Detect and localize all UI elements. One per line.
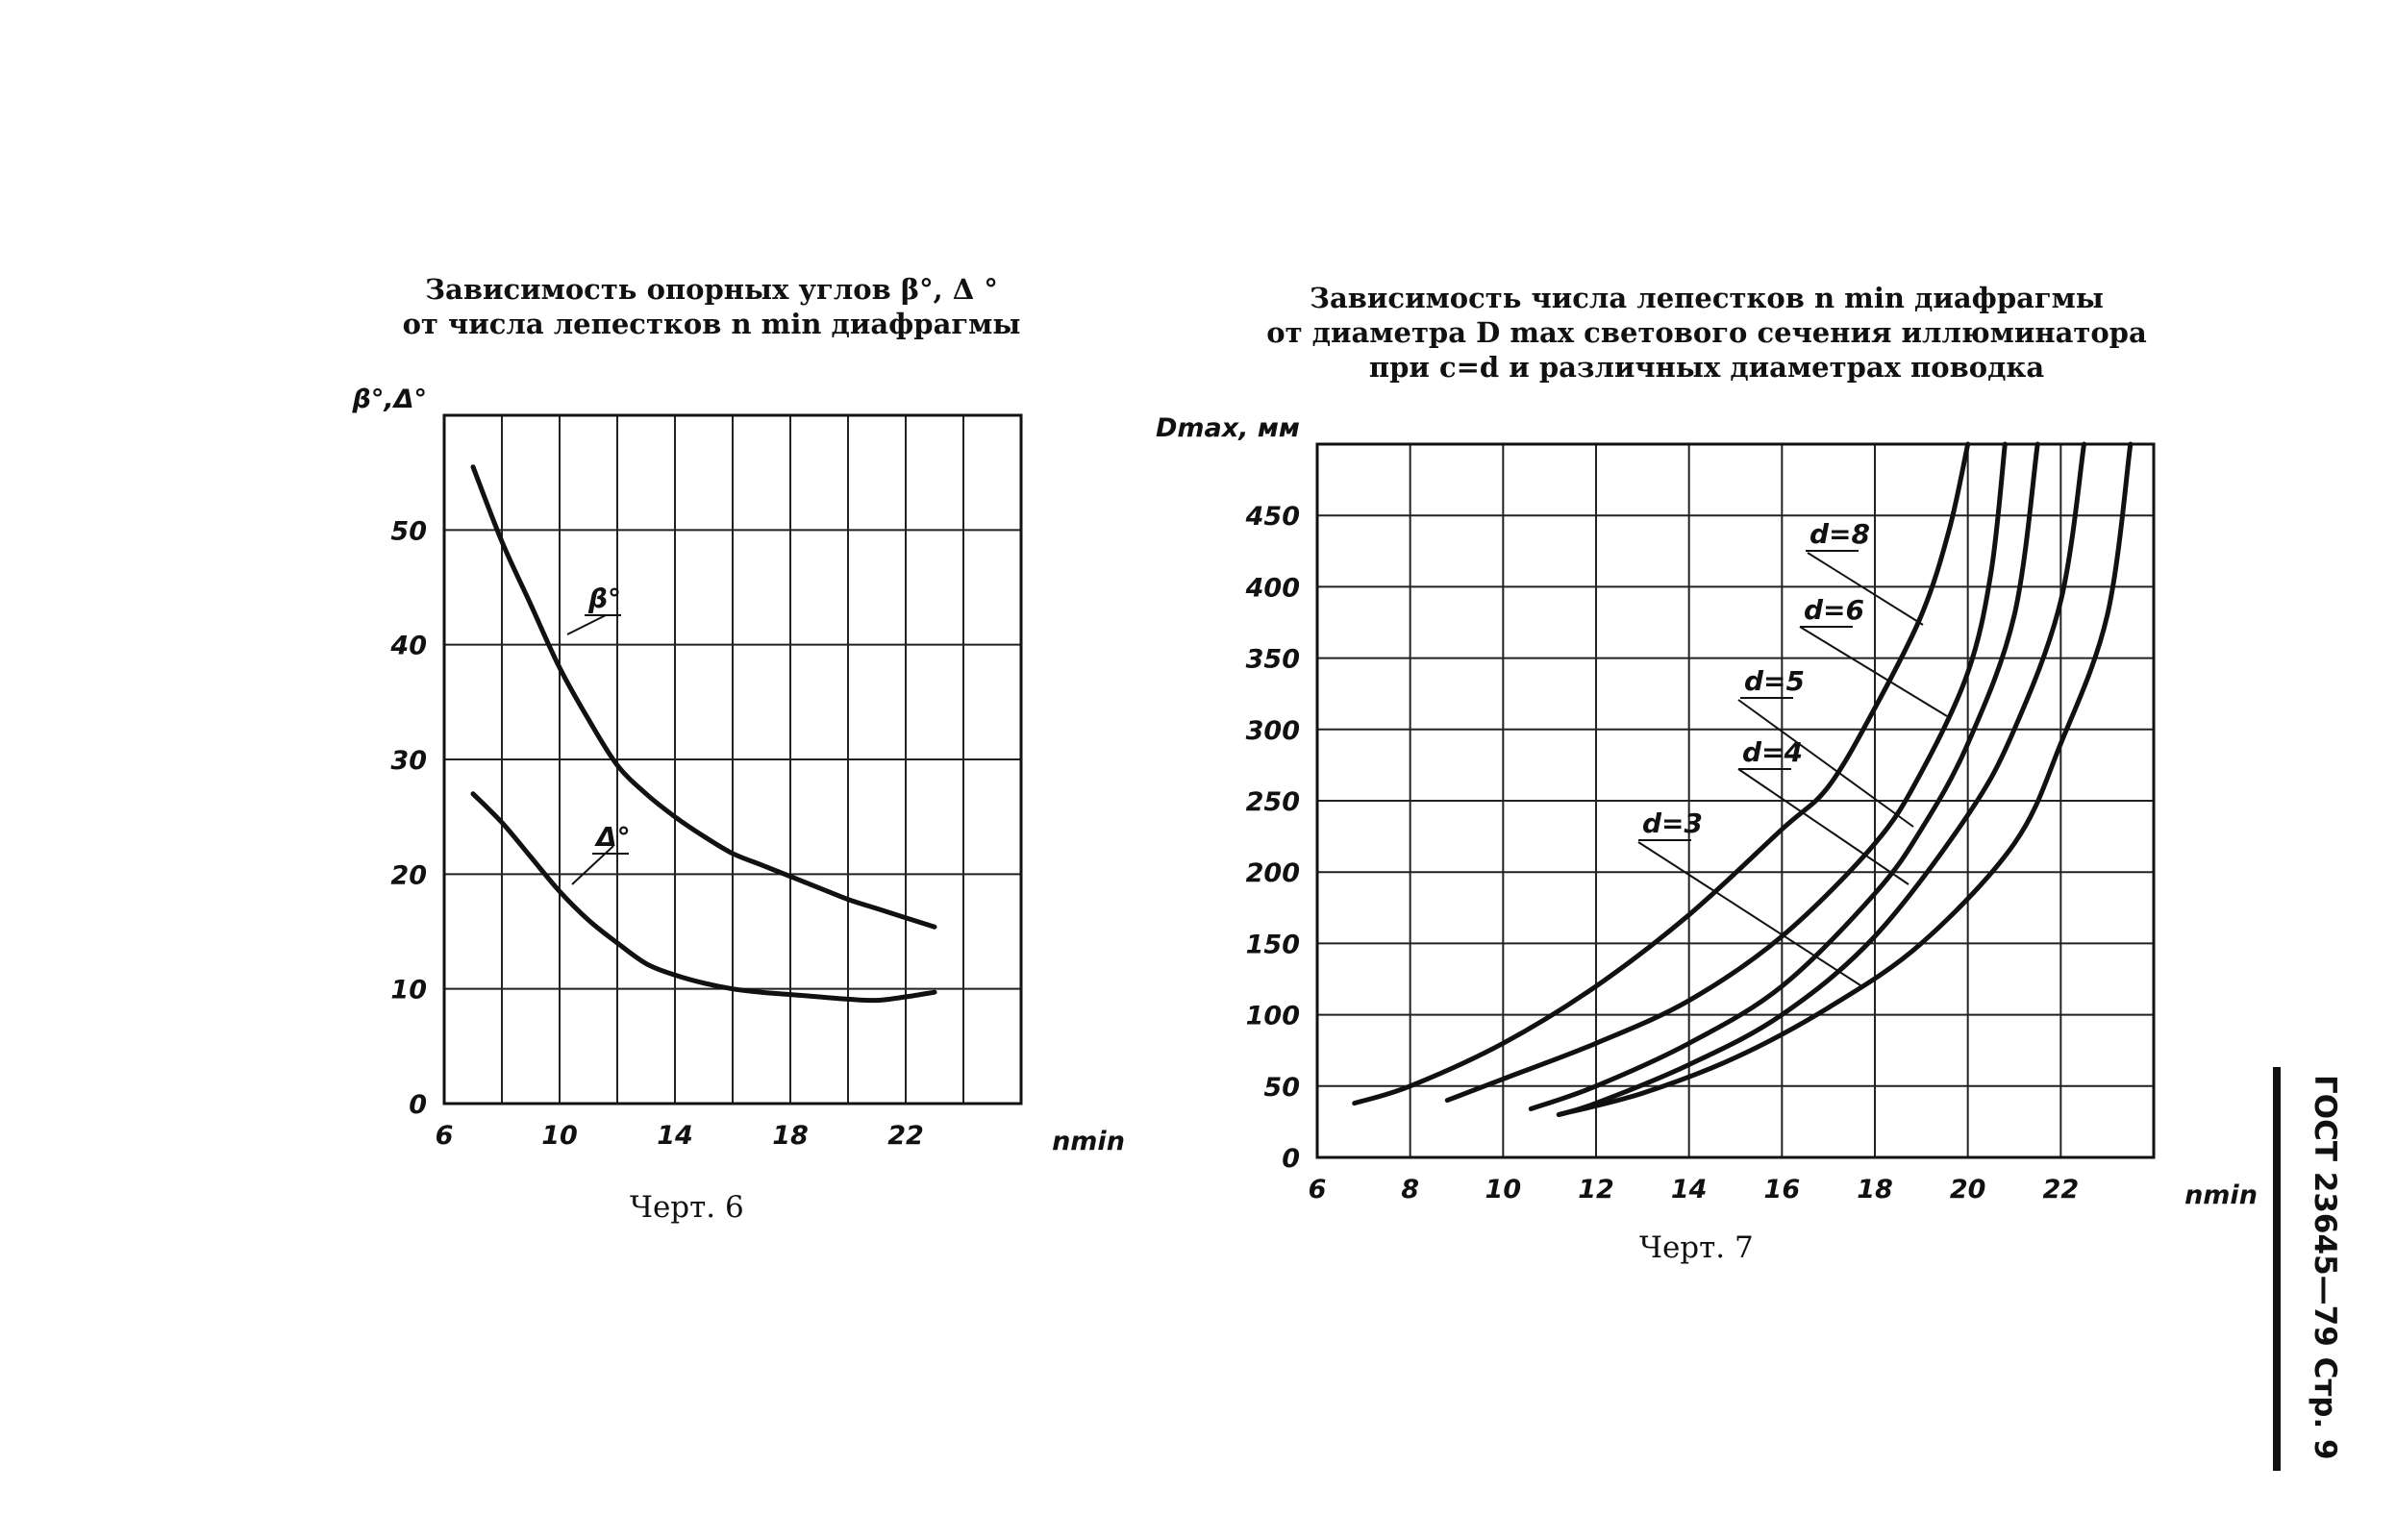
chart7-x-tick-label: 20 xyxy=(1950,1175,1986,1205)
chart6-x-tick-label: 22 xyxy=(887,1121,924,1151)
chart6-x-tick-label: 6 xyxy=(436,1121,454,1151)
chart7-caption: Черт. 7 xyxy=(1639,1230,1754,1265)
chart6-frame xyxy=(442,413,1023,1105)
chart7-x-tick-label: 12 xyxy=(1578,1175,1614,1205)
chart7-leader-line xyxy=(1637,841,1861,986)
chart6-y-tick-label: 0 xyxy=(409,1090,427,1120)
chart6-leader-line xyxy=(571,845,614,885)
chart7-x-tick-label: 16 xyxy=(1764,1175,1801,1205)
chart6-y-tick-label: 50 xyxy=(390,516,427,546)
chart7-x-tick-label: 10 xyxy=(1485,1175,1522,1205)
chart7-series-line xyxy=(1556,441,2086,1117)
side-label: ГОСТ 23645—79 Стр. 9 xyxy=(2308,1075,2346,1498)
chart7-leader-line xyxy=(1737,699,1914,828)
chart7-series-line xyxy=(1556,441,2134,1117)
chart6-y-tick-label: 20 xyxy=(390,860,427,890)
chart7-x-tick-label: 6 xyxy=(1309,1175,1327,1205)
chart7-x-tick-label: 18 xyxy=(1857,1175,1893,1205)
chart7-series-label: d=4 xyxy=(1742,736,1803,768)
chart6-leader-line xyxy=(566,614,607,635)
chart7-series-label: d=3 xyxy=(1642,807,1703,839)
chart6-y-tick-label: 10 xyxy=(390,976,427,1006)
chart6-title-line-1: Зависимость опорных углов β°, Δ ° xyxy=(425,273,998,306)
chart6-y-tick-label: 30 xyxy=(390,746,427,776)
chart7-title: Зависимость числа лепестков n min диафра… xyxy=(1216,281,2197,385)
chart6-x-tick-label: 18 xyxy=(772,1121,809,1151)
chart7-series-label: d=8 xyxy=(1809,518,1870,550)
chart6-x-tick-label: 14 xyxy=(657,1121,693,1151)
chart7-y-tick-label: 450 xyxy=(1245,502,1300,532)
chart7-x-tick-label: 22 xyxy=(2043,1175,2080,1205)
chart7-x-tick-label: 14 xyxy=(1671,1175,1708,1205)
side-rule xyxy=(2273,1067,2281,1471)
side-label-text: ГОСТ 23645—79 Стр. 9 xyxy=(2308,1075,2342,1460)
chart7-x-axis-label: nmin xyxy=(2184,1180,2258,1210)
chart7-x-tick-label: 8 xyxy=(1401,1175,1419,1205)
chart6-y-tick-label: 40 xyxy=(389,632,427,661)
chart7-series-label: d=5 xyxy=(1744,665,1805,697)
chart6-title: Зависимость опорных углов β°, Δ ° от чис… xyxy=(337,272,1086,341)
chart6-x-axis-label: nmin xyxy=(1052,1127,1125,1156)
chart7-y-tick-label: 0 xyxy=(1282,1144,1300,1174)
chart7-series-line xyxy=(1352,441,1971,1106)
chart7-leader-line xyxy=(1799,626,1948,717)
chart7-series-label: d=6 xyxy=(1804,594,1864,626)
chart7-y-tick-label: 250 xyxy=(1246,787,1300,817)
chart7-y-tick-label: 350 xyxy=(1246,645,1300,675)
chart6-x-tick-label: 10 xyxy=(541,1121,578,1151)
chart7-series-line xyxy=(1444,441,2008,1104)
chart7-title-line-2: от диаметра D max светового сечения иллю… xyxy=(1266,316,2147,349)
chart7-title-line-3: при c=d и различных диаметрах поводка xyxy=(1368,351,2045,384)
chart7-y-tick-label: 400 xyxy=(1245,573,1300,603)
chart7-frame xyxy=(1315,442,2156,1159)
chart7-y-tick-label: 150 xyxy=(1246,930,1300,959)
chart6-title-line-2: от числа лепестков n min диафрагмы xyxy=(402,308,1021,340)
chart7-title-line-1: Зависимость числа лепестков n min диафра… xyxy=(1310,282,2104,314)
chart7-y-tick-label: 100 xyxy=(1246,1002,1300,1031)
chart7-leader-line xyxy=(1807,552,1924,626)
chart7-y-tick-label: 50 xyxy=(1263,1073,1300,1103)
chart7-leader-line xyxy=(1737,768,1909,885)
chart6-series-label: β° xyxy=(587,583,621,614)
chart7-y-tick-label: 200 xyxy=(1246,858,1300,888)
chart6-series-line xyxy=(470,791,937,1004)
chart6-caption: Черт. 6 xyxy=(630,1190,744,1225)
chart7-series-line xyxy=(1528,441,2040,1111)
chart7-y-axis-label: Dmax, мм xyxy=(1156,413,1300,443)
chart6-series-line xyxy=(470,464,937,930)
chart6-y-axis-label: β°,Δ° xyxy=(352,385,427,414)
chart7-y-tick-label: 300 xyxy=(1246,716,1300,746)
